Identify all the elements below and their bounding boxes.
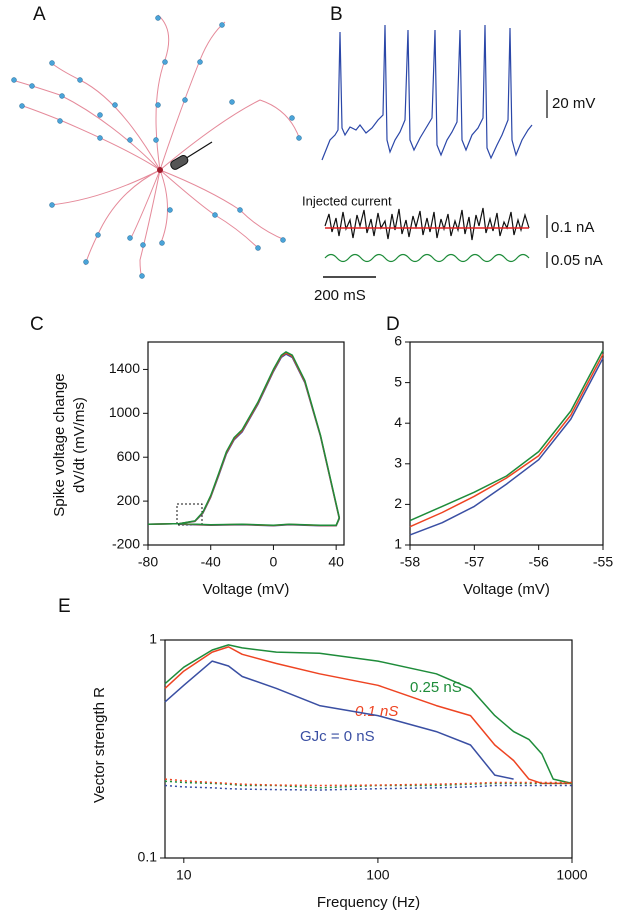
panel-label: C — [30, 314, 44, 335]
x-tick-label: 10 — [176, 867, 192, 883]
panel-label: B — [330, 4, 343, 25]
x-tick-label: 1000 — [556, 867, 587, 883]
trace-label: Injected current — [302, 193, 392, 208]
x-axis-label: Voltage (mV) — [203, 581, 290, 598]
x-tick-label: -55 — [593, 554, 613, 570]
y-tick-label: 1 — [149, 631, 157, 647]
series-line — [164, 660, 514, 780]
x-axis-label: Voltage (mV) — [463, 581, 550, 598]
trace-panel: 20 mV Injected current 0.1 nA 0.05 nA 20… — [302, 24, 603, 304]
series-line — [147, 352, 341, 527]
y-tick-label: 3 — [394, 455, 402, 471]
y-tick-label: 1 — [394, 536, 402, 552]
y-tick-label: 6 — [394, 333, 402, 349]
x-tick-label: 0 — [270, 554, 278, 570]
y-tick-label: 1400 — [109, 360, 140, 376]
y-tick-label: 200 — [117, 492, 141, 508]
scale-label: 200 mS — [314, 287, 366, 304]
panel-label: E — [58, 596, 71, 617]
y-tick-label: 0.1 — [138, 849, 158, 865]
x-tick-label: 40 — [328, 554, 344, 570]
panel-label: D — [386, 314, 400, 335]
y-axis-label: Spike voltage change — [51, 373, 68, 516]
series-line — [164, 646, 572, 785]
x-tick-label: -57 — [464, 554, 484, 570]
x-tick-label: -40 — [201, 554, 221, 570]
x-tick-label: 100 — [366, 867, 390, 883]
y-tick-label: 5 — [394, 373, 402, 389]
y-tick-label: 600 — [117, 448, 141, 464]
y-axis-label: dV/dt (mV/ms) — [71, 397, 88, 493]
series-line — [147, 353, 341, 527]
y-tick-label: -200 — [112, 536, 140, 552]
plot-frame — [409, 341, 604, 546]
series-line — [147, 351, 341, 526]
series-line — [164, 784, 572, 791]
scale-label: 0.1 nA — [551, 219, 594, 236]
y-tick-label: 2 — [394, 495, 402, 511]
y-axis-label: Vector strength R — [91, 687, 108, 803]
plot-frame — [147, 341, 345, 546]
series-line — [409, 357, 604, 536]
plot-frame — [164, 639, 573, 859]
scale-label: 0.05 nA — [551, 252, 603, 269]
x-tick-label: -58 — [400, 554, 420, 570]
y-tick-label: 4 — [394, 414, 402, 430]
x-axis-label: Frequency (Hz) — [317, 894, 420, 911]
series-line — [164, 780, 572, 789]
y-tick-label: 1000 — [109, 404, 140, 420]
series-line — [409, 353, 604, 528]
series-line — [409, 349, 604, 522]
x-tick-label: -80 — [138, 554, 158, 570]
neuron-morphology — [11, 14, 302, 279]
panel-label: A — [33, 4, 46, 25]
zoom-box — [176, 503, 203, 526]
series-label: 0.1 nS — [355, 703, 398, 720]
series-line — [164, 644, 573, 785]
series-label: 0.25 nS — [410, 679, 462, 696]
scale-label: 20 mV — [552, 95, 595, 112]
series-line — [164, 778, 572, 787]
series-label: GJc = 0 nS — [300, 728, 375, 745]
x-tick-label: -56 — [529, 554, 549, 570]
